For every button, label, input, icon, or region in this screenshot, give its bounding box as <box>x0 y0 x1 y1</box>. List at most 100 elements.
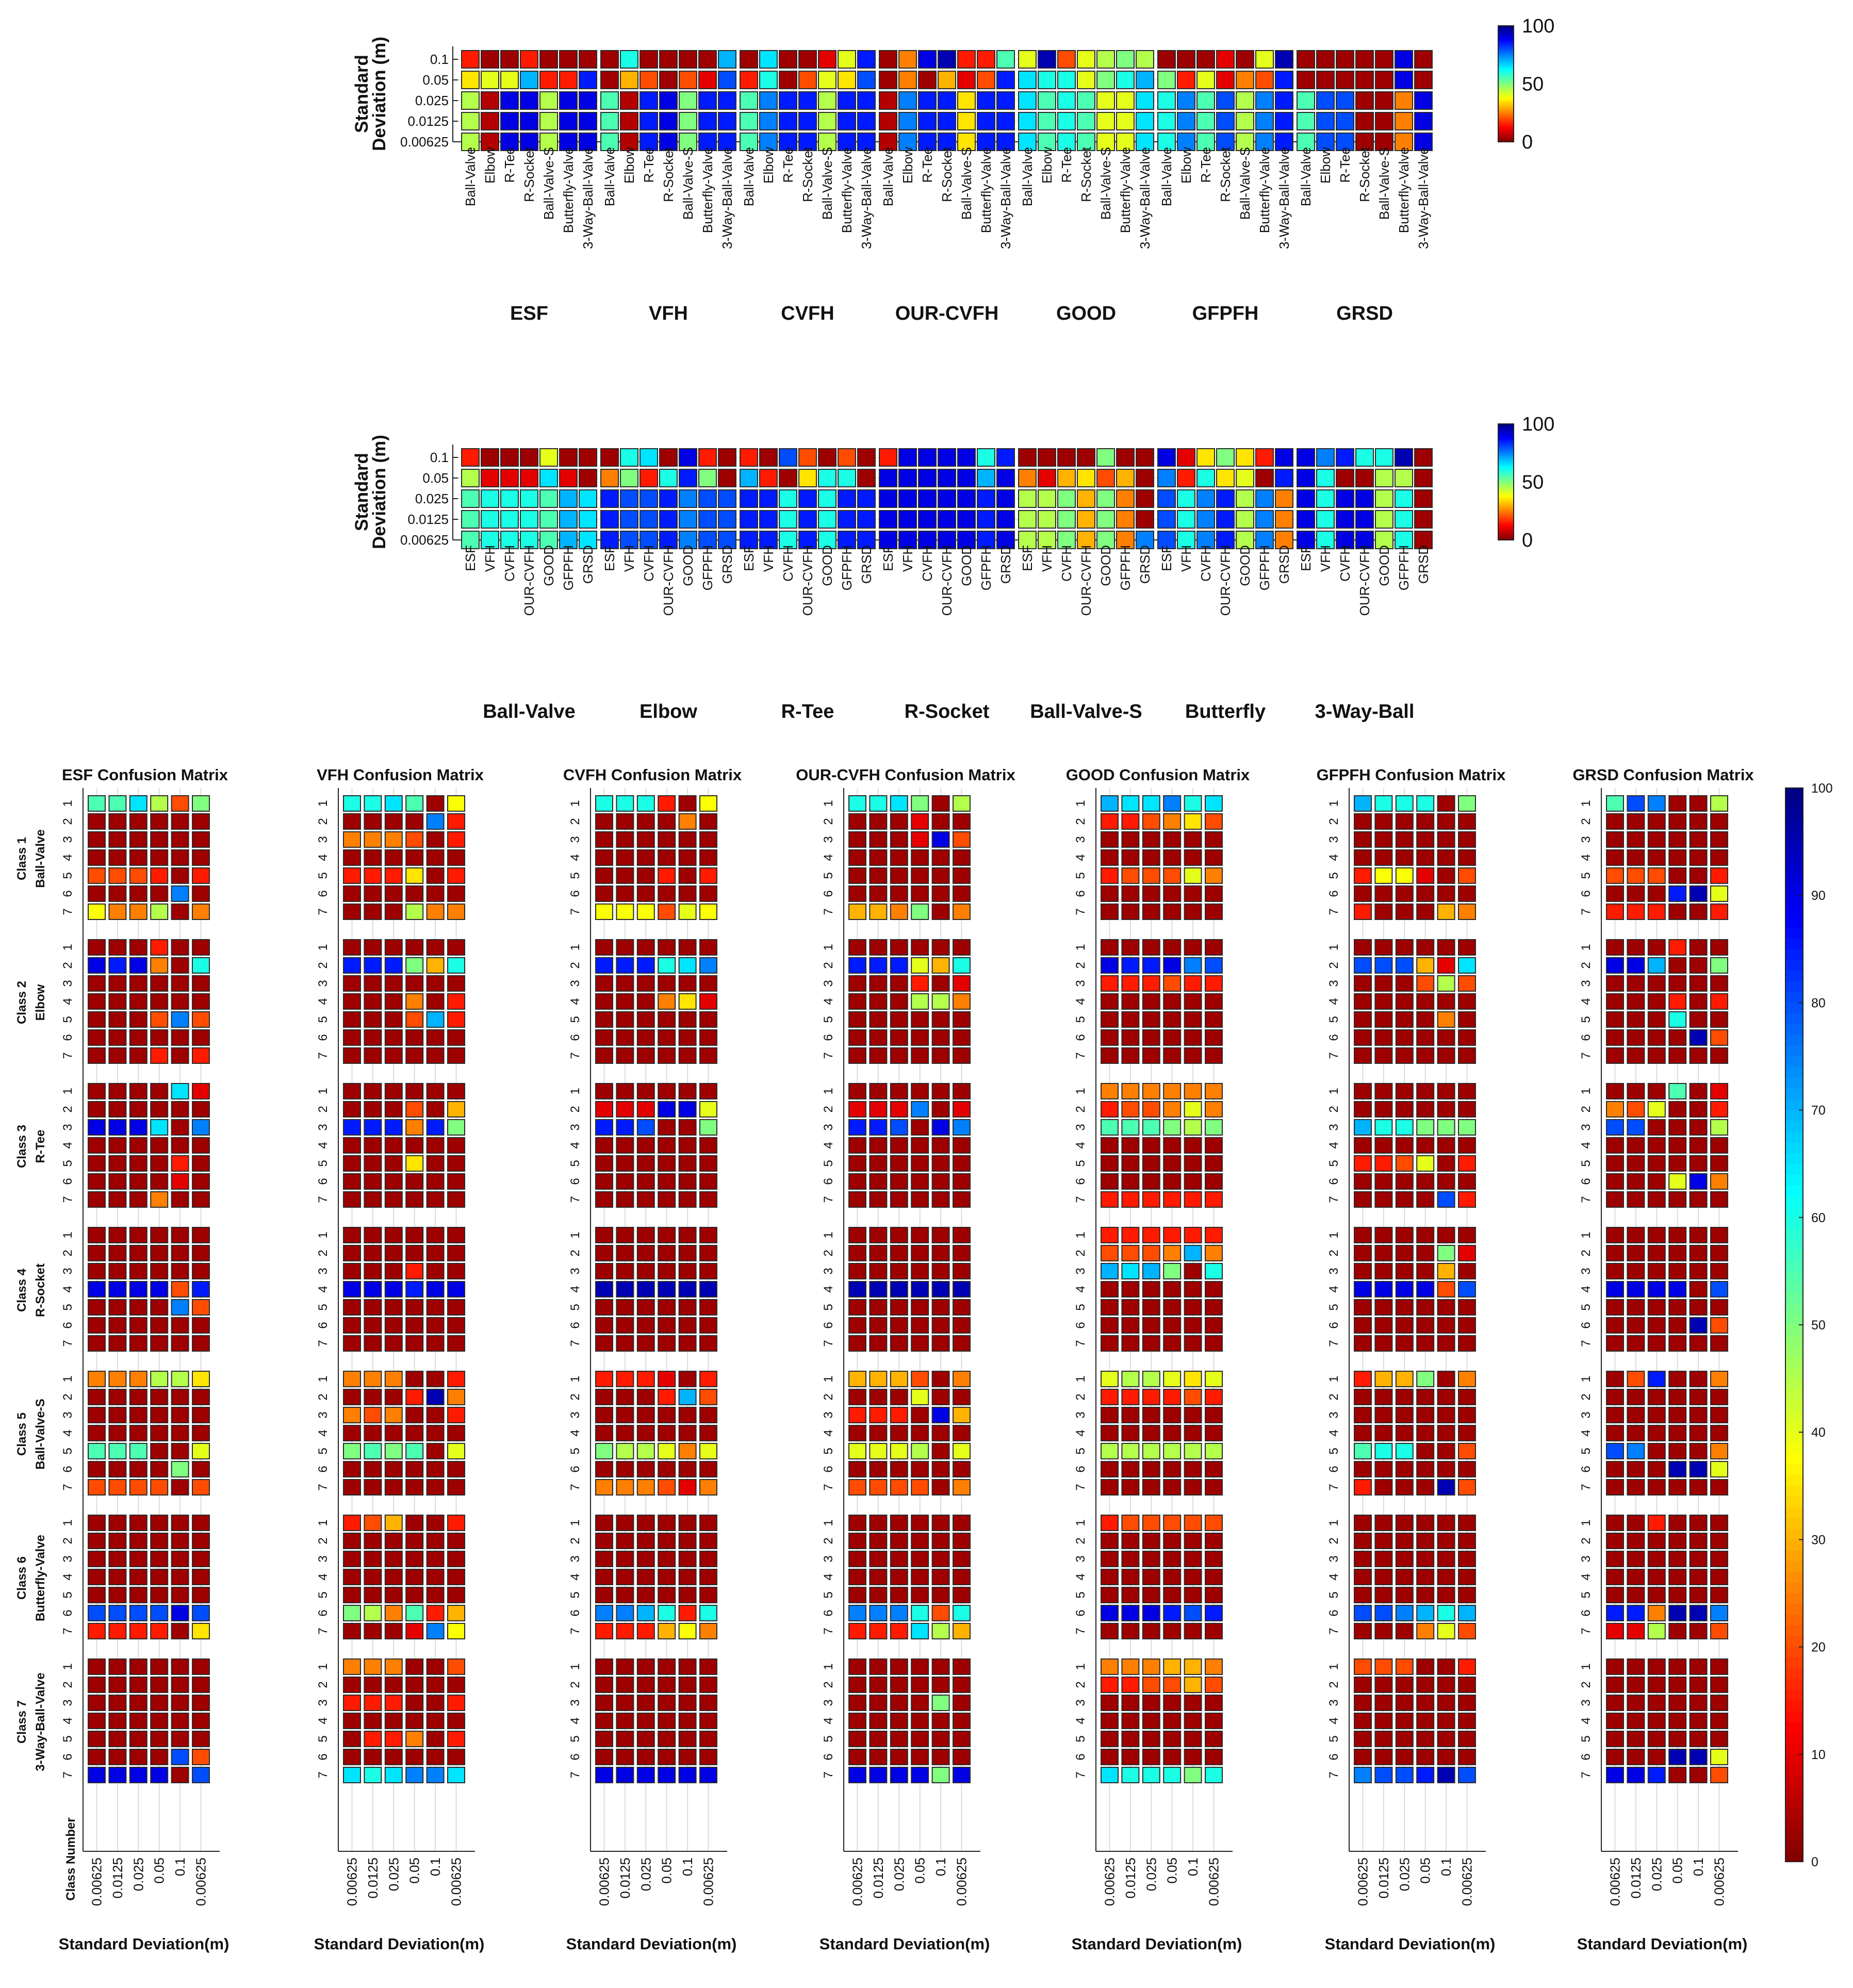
confusion-cell <box>848 1119 866 1136</box>
confusion-cell <box>447 1029 465 1046</box>
heatmap-cell <box>957 133 976 151</box>
class-number-tick: 4 <box>1327 1717 1341 1724</box>
class-number-tick: 7 <box>61 1771 75 1778</box>
class-number-tick: 1 <box>1074 1663 1088 1670</box>
confusion-cell <box>150 1281 169 1297</box>
class-number-tick: 2 <box>1074 1537 1088 1544</box>
confusion-cell <box>848 1155 866 1172</box>
confusion-cell <box>1437 1731 1455 1747</box>
class-number-tick: 7 <box>1579 1196 1593 1203</box>
confusion-cell <box>890 1713 908 1729</box>
heatmap-cell <box>1216 91 1235 110</box>
x-category-label: OUR-CVFH <box>800 545 815 616</box>
confusion-cell <box>343 1173 361 1190</box>
colorbar-segment <box>1785 949 1803 961</box>
heatmap-cell <box>1236 489 1254 508</box>
confusion-cell <box>890 795 908 812</box>
colorbar-segment <box>1785 1604 1803 1616</box>
confusion-cell <box>658 1389 676 1405</box>
confusion-cell <box>1142 1695 1160 1711</box>
confusion-cell <box>678 1443 697 1459</box>
heatmap-cell <box>481 50 499 69</box>
confusion-cell <box>129 1047 147 1064</box>
confusion-cell <box>1184 1047 1202 1064</box>
confusion-cell <box>171 1587 189 1603</box>
confusion-cell <box>150 1227 169 1243</box>
heatmap-cell <box>579 531 597 549</box>
confusion-cell <box>1668 1083 1687 1099</box>
confusion-cell <box>1205 1731 1223 1747</box>
heatmap-cell <box>1038 71 1056 89</box>
confusion-cell <box>1606 1155 1624 1172</box>
confusion-cell <box>108 1407 127 1423</box>
class-number-tick: 3 <box>1327 980 1341 987</box>
confusion-cell <box>343 1479 361 1496</box>
colorbar-segment <box>1785 1378 1803 1390</box>
heatmap-cell <box>996 489 1015 508</box>
x-tick-label: 0.00625 <box>193 1858 209 1906</box>
x-tick-label: 0.00625 <box>1460 1858 1475 1906</box>
confusion-cell <box>171 1371 189 1387</box>
confusion-cell <box>1121 867 1140 884</box>
confusion-cell <box>88 1677 106 1693</box>
colorbar-segment <box>1785 1368 1803 1379</box>
confusion-cell <box>447 1299 465 1316</box>
class-number-tick: 2 <box>61 1537 75 1544</box>
x-tick-label: 0.05 <box>1418 1858 1433 1884</box>
confusion-cell <box>1374 1695 1393 1711</box>
confusion-cell <box>447 1389 465 1405</box>
x-axis-label: Standard Deviation(m) <box>1577 1935 1748 1953</box>
class-number-tick: 6 <box>61 1466 75 1472</box>
heatmap-cell <box>718 91 736 110</box>
confusion-cell <box>1395 1389 1414 1405</box>
confusion-cell <box>88 1083 106 1099</box>
colorbar-tick-label: 100 <box>1811 781 1833 796</box>
confusion-cell <box>616 1047 634 1064</box>
confusion-cell <box>88 795 106 812</box>
heatmap-cell <box>740 112 758 130</box>
confusion-cell <box>1689 1677 1708 1693</box>
class-number-tick: 7 <box>1579 1052 1593 1059</box>
heatmap-cell <box>857 510 876 529</box>
confusion-cell <box>1354 1119 1372 1136</box>
confusion-cell <box>1184 813 1202 830</box>
y-axis-label-line1: Standard <box>352 55 372 133</box>
class-number-tick: 6 <box>1327 1034 1341 1041</box>
colorbar-segment <box>1498 121 1514 124</box>
confusion-title: GOOD Confusion Matrix <box>1066 766 1250 784</box>
confusion-cell <box>953 1029 971 1046</box>
confusion-cell <box>636 1299 655 1316</box>
confusion-cell <box>1101 1281 1119 1297</box>
confusion-panel-GOOD: GOOD Confusion Matrix1234567123456712345… <box>1066 766 1250 1906</box>
confusion-cell <box>364 1227 382 1243</box>
confusion-cell <box>108 1587 127 1603</box>
confusion-cell <box>1416 1281 1435 1297</box>
heatmap-cell <box>620 133 638 151</box>
confusion-cell <box>616 1029 634 1046</box>
confusion-cell <box>678 1551 697 1567</box>
confusion-cell <box>343 813 361 830</box>
heatmap-cell <box>520 489 538 508</box>
confusion-cell <box>1142 1443 1160 1459</box>
heatmap-cell <box>1116 112 1135 130</box>
confusion-cell <box>150 1101 169 1118</box>
colorbar-segment <box>1498 107 1514 110</box>
confusion-cell <box>848 993 866 1010</box>
confusion-cell <box>129 1749 147 1765</box>
heatmap-cell <box>1196 531 1215 549</box>
heatmap-cell <box>759 112 778 130</box>
confusion-cell <box>848 867 866 884</box>
colorbar-segment <box>1498 102 1514 105</box>
colorbar-frame <box>1498 423 1514 540</box>
confusion-cell <box>1710 903 1728 920</box>
confusion-cell <box>192 1227 210 1243</box>
confusion-cell <box>869 1155 888 1172</box>
confusion-cell <box>343 1371 361 1387</box>
confusion-cell <box>129 1605 147 1621</box>
confusion-cell <box>1416 939 1435 956</box>
heatmap-cell <box>1375 469 1393 487</box>
confusion-cell <box>1205 1389 1223 1405</box>
class-number-tick: 4 <box>1579 1430 1593 1436</box>
confusion-cell <box>890 1749 908 1765</box>
confusion-cell <box>678 1461 697 1477</box>
